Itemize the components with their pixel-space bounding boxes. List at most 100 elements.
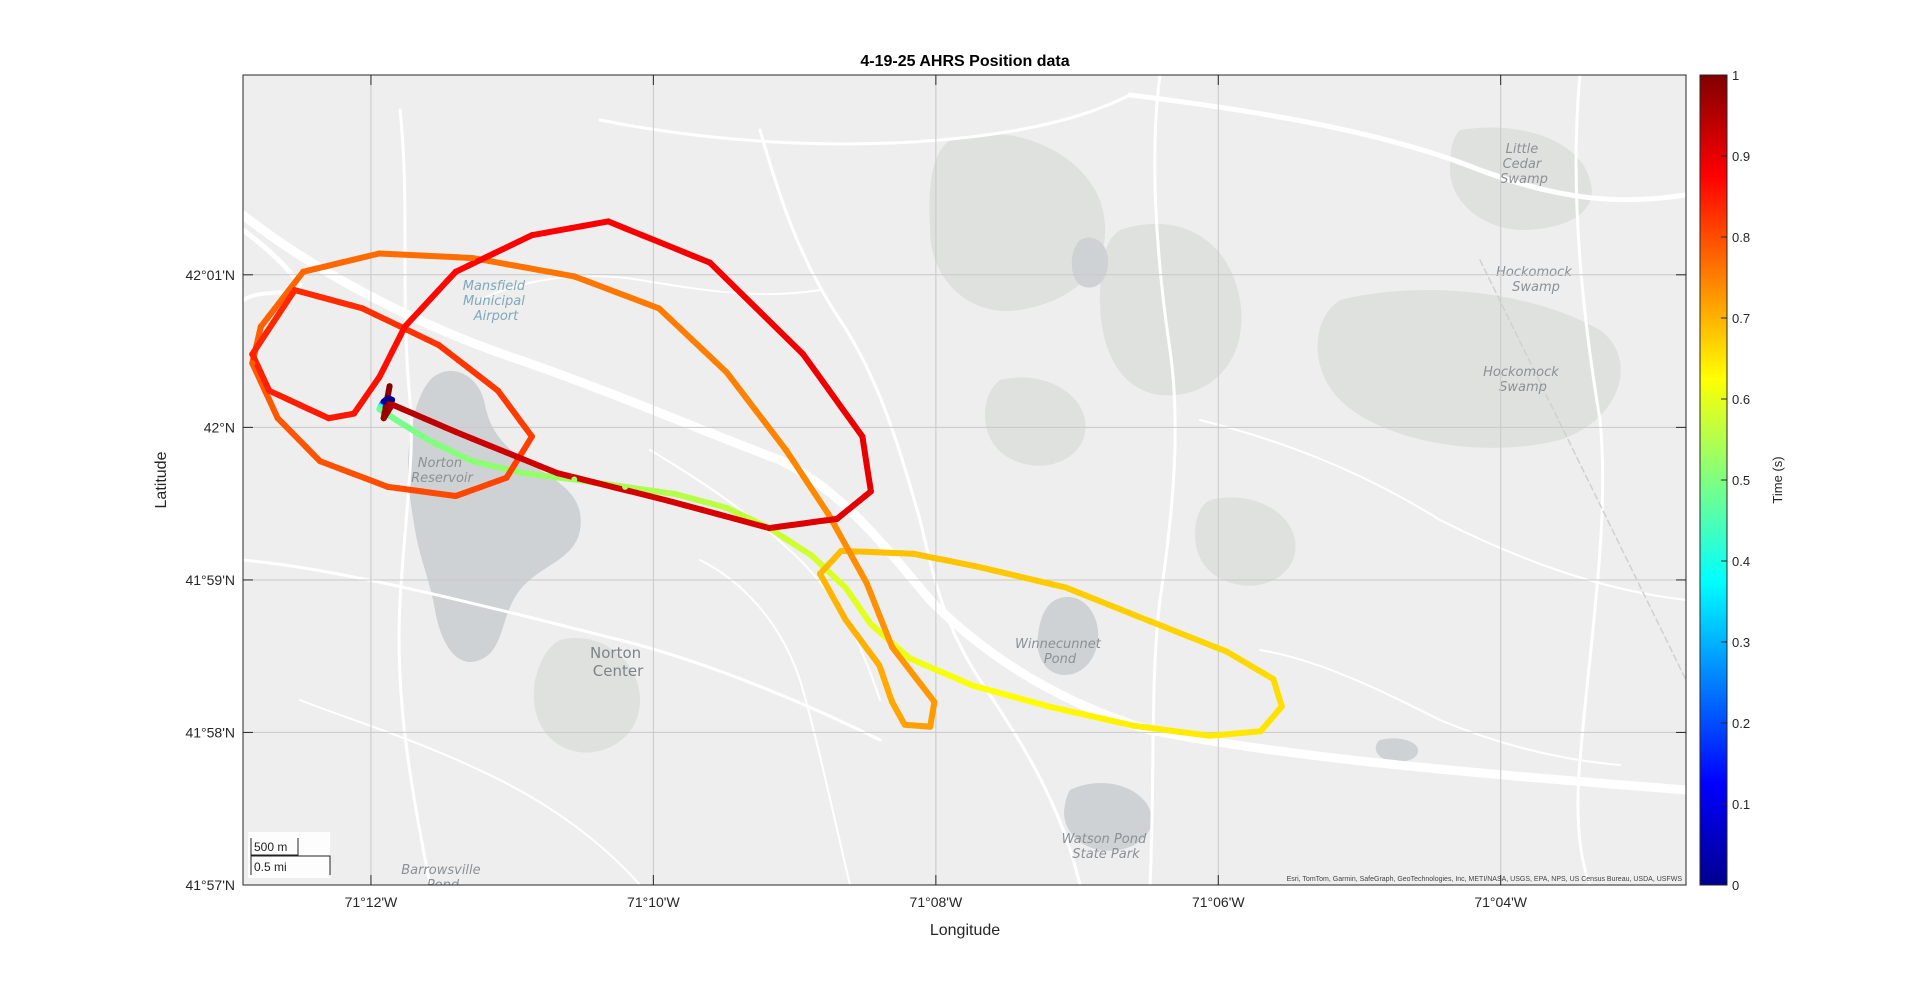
track-segment — [722, 274, 744, 297]
track-point — [528, 433, 535, 440]
track-point — [300, 268, 307, 275]
track-segment — [554, 470, 579, 481]
track-point — [380, 398, 387, 405]
track-point — [1206, 732, 1213, 739]
track-point — [834, 515, 840, 522]
track-point — [427, 438, 434, 445]
track-point — [783, 447, 790, 454]
track-point — [766, 525, 773, 532]
colorbar-tick-label: 0.7 — [1732, 311, 1750, 326]
track-segment — [469, 435, 493, 449]
track-segment — [486, 442, 510, 456]
track-point — [386, 383, 393, 390]
track-point — [1257, 728, 1264, 735]
track-point — [931, 698, 938, 705]
track-point — [257, 323, 264, 330]
track-point — [452, 428, 459, 435]
map-label-norton-reservoir: Norton Reservoir — [411, 456, 474, 486]
colorbar-tick-label: 1 — [1732, 68, 1739, 83]
track-point — [1130, 722, 1137, 729]
colorbar-ticks: 0 0.1 0.2 0.3 0.4 0.5 0.6 0.7 0.8 0.9 1 — [1721, 68, 1750, 893]
track-point — [910, 550, 917, 557]
track-point — [1270, 676, 1277, 683]
track-point — [808, 552, 815, 559]
track-point — [867, 488, 874, 495]
track-point — [605, 218, 612, 225]
track-point — [351, 410, 357, 417]
track-point — [384, 395, 391, 402]
track-point — [528, 232, 535, 239]
scale-bar-imperial — [250, 855, 331, 875]
track-point — [664, 497, 671, 504]
map-label-winnecunnet-pond: Winnecunnet Pond — [1015, 637, 1105, 667]
colorbar-tick-label: 0 — [1732, 878, 1739, 893]
track-point — [452, 493, 459, 499]
track-point — [876, 662, 883, 669]
track-segment — [537, 463, 561, 477]
scale-bar-imperial-label: 0.5 mi — [254, 860, 287, 874]
x-tick-label: 71°06'W — [1192, 894, 1245, 910]
x-tick-label: 71°10'W — [627, 894, 680, 910]
scale-bar-metric — [250, 838, 299, 856]
track-segment — [572, 474, 598, 486]
track-point — [825, 511, 832, 518]
track-point — [325, 415, 332, 422]
basemap: Norton Reservoir Norton Center Little Ce… — [243, 75, 1686, 893]
track-point — [863, 580, 870, 586]
vegetation-areas — [533, 127, 1621, 753]
track-point — [1223, 648, 1230, 655]
colorbar-tick-label: 0.4 — [1732, 554, 1750, 569]
colorbar-tick-label: 0.9 — [1732, 149, 1750, 164]
track-point — [1062, 584, 1069, 591]
track-segment — [656, 239, 679, 252]
map-label-hockomock-swamp-north: Hockomock Swamp — [1496, 265, 1576, 295]
track-point — [393, 417, 400, 424]
map-label-norton-center: Norton Center — [590, 644, 646, 680]
track-segment — [689, 252, 713, 266]
y-tick-label: 41°57'N — [185, 877, 235, 893]
track-point — [901, 721, 908, 728]
track-segment — [503, 449, 527, 463]
track-point — [673, 491, 679, 498]
colorbar-tick-label: 0.8 — [1732, 230, 1750, 245]
track-point — [380, 415, 387, 422]
track-point — [554, 470, 561, 477]
track-point — [723, 504, 730, 511]
track-segment — [627, 488, 653, 499]
scale-bar-metric-label: 500 m — [254, 840, 287, 854]
track-point — [723, 369, 730, 376]
track-point — [867, 621, 874, 628]
track-point — [978, 564, 984, 571]
track-point — [859, 433, 866, 440]
track-point — [817, 570, 823, 577]
track-segment — [784, 335, 807, 358]
track-point — [1045, 703, 1052, 710]
map-label-hockomock-swamp-south: Hockomock Swamp — [1483, 365, 1563, 395]
colorbar-tick-label: 0.1 — [1732, 797, 1750, 812]
track-point — [389, 401, 396, 408]
track-point — [317, 458, 324, 465]
x-tick-label: 71°04'W — [1474, 894, 1527, 910]
track-point — [469, 458, 476, 465]
track-point — [435, 342, 442, 348]
track-point — [401, 323, 408, 330]
track-point — [1278, 703, 1285, 710]
track-point — [291, 287, 298, 294]
y-axis: 41°57'N 41°58'N 41°59'N 42°N 42°01'N — [185, 267, 1686, 893]
track-segment — [609, 483, 634, 495]
track-segment — [737, 290, 760, 312]
map-label-watson-pond-state-park: Watson Pond State Park — [1062, 832, 1151, 862]
track-segment — [673, 245, 696, 259]
track-segment — [520, 456, 544, 470]
map-label-barrowsville-pond: Barrowsville Pond — [401, 863, 485, 893]
y-tick-label: 41°58'N — [185, 724, 235, 740]
x-tick-label: 71°08'W — [910, 894, 963, 910]
track-segment — [753, 305, 775, 327]
track-segment — [639, 232, 662, 245]
colorbar-tick-label: 0.3 — [1732, 635, 1750, 650]
track-point — [571, 273, 578, 280]
track-point — [706, 259, 713, 266]
roads — [243, 75, 1686, 885]
y-tick-label: 41°59'N — [185, 572, 235, 588]
